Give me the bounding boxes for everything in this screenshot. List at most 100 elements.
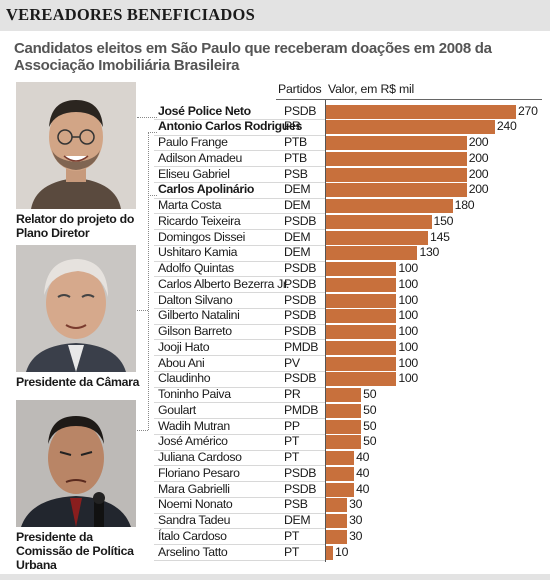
donation-bar — [326, 419, 362, 434]
row-separator — [154, 544, 326, 545]
bar-value-label: 200 — [468, 150, 489, 165]
party-label: PSDB — [284, 308, 317, 323]
party-label: PT — [284, 528, 300, 543]
councillor-name: Gilson Barreto — [158, 324, 232, 338]
bar-value-label: 150 — [433, 213, 454, 228]
connector-camara — [137, 310, 148, 311]
row-separator — [154, 118, 326, 120]
bar-value-label: 100 — [398, 324, 418, 338]
councillor-name: Adilson Amadeu — [158, 150, 242, 165]
donation-bar — [326, 246, 418, 261]
donation-bar — [326, 104, 516, 119]
councillor-name: Goulart — [158, 402, 196, 417]
row-separator — [154, 276, 326, 278]
party-label: PT — [284, 544, 300, 559]
row-separator — [154, 465, 326, 467]
donation-bar — [326, 372, 397, 387]
councillor-name: Abou Ani — [158, 355, 205, 370]
bar-value-label: 50 — [363, 434, 377, 449]
party-label: PMDB — [284, 402, 319, 417]
bar-value-label: 10 — [335, 544, 349, 559]
party-label: PSDB — [284, 261, 317, 275]
party-label: PT — [284, 450, 300, 464]
councillor-name: Ushitaro Kamia — [158, 245, 238, 260]
party-label: PP — [284, 418, 300, 433]
party-label: PSB — [284, 497, 308, 512]
councillor-name: Paulo Frange — [158, 135, 228, 149]
caption-relator: Relator do projeto do Plano Diretor — [16, 212, 135, 240]
councillor-name: Floriano Pesaro — [158, 465, 240, 480]
donation-bar — [326, 183, 467, 198]
donation-bar — [326, 230, 429, 245]
councillor-name: Claudinho — [158, 371, 211, 386]
councillor-name: Jooji Hato — [158, 339, 210, 354]
donation-bar — [326, 325, 397, 339]
donation-bar — [326, 514, 348, 528]
photo-presidente-comissao — [16, 400, 136, 527]
councillor-name: Eliseu Gabriel — [158, 166, 230, 181]
party-label: PV — [284, 355, 300, 370]
party-label: PSDB — [284, 103, 317, 118]
donation-bar — [326, 120, 495, 135]
bar-value-label: 240 — [496, 119, 517, 134]
row-separator — [154, 260, 326, 262]
row-separator — [154, 197, 326, 199]
councillor-name: José Américo — [158, 434, 228, 449]
party-label: DEM — [284, 229, 311, 244]
header-rule — [276, 99, 542, 100]
donation-bar — [326, 545, 334, 560]
row-separator — [154, 181, 326, 183]
row-separator — [154, 528, 326, 530]
councillor-name: Domingos Dissei — [158, 229, 246, 244]
row-separator — [154, 512, 326, 514]
bottom-rule — [0, 574, 550, 580]
councillor-name: Juliana Cardoso — [158, 450, 242, 464]
bar-value-label: 100 — [398, 292, 418, 307]
donation-bar — [326, 498, 348, 513]
councillor-name: Noemi Nonato — [158, 497, 233, 512]
row-separator — [154, 449, 326, 451]
bar-value-label: 100 — [398, 339, 418, 354]
party-label: PSDB — [284, 213, 317, 228]
row-separator — [154, 292, 326, 293]
party-label: DEM — [284, 198, 311, 212]
bar-value-label: 100 — [398, 371, 418, 386]
connector-comissao-top — [148, 195, 157, 196]
councillor-name: Adolfo Quintas — [158, 261, 234, 275]
row-separator — [154, 386, 326, 388]
donation-bar — [326, 277, 397, 292]
party-label: PSDB — [284, 465, 317, 480]
row-separator — [154, 402, 326, 404]
donation-bar — [326, 340, 397, 355]
councillor-name: Sandra Tadeu — [158, 513, 231, 527]
row-separator — [154, 481, 326, 482]
row-separator — [154, 370, 326, 372]
donation-bar — [326, 451, 355, 465]
councillor-name: Wadih Mutran — [158, 418, 230, 433]
donation-bar — [326, 136, 467, 150]
title-band — [0, 0, 550, 31]
councillor-name: Carlos Apolinário — [158, 182, 255, 197]
chart-subtitle: Candidatos eleitos em São Paulo que rece… — [14, 40, 492, 74]
row-separator — [154, 559, 326, 561]
row-separator — [154, 244, 326, 246]
bar-value-label: 200 — [468, 166, 489, 181]
value-axis — [325, 100, 326, 562]
party-label: DEM — [284, 513, 311, 527]
party-label: PMDB — [284, 339, 319, 354]
donation-bar — [326, 388, 362, 402]
councillor-name: Carlos Alberto Bezerra Jr. — [158, 276, 290, 291]
councillor-name: Gilberto Natalini — [158, 308, 240, 323]
donation-bar — [326, 151, 467, 166]
party-label: PSDB — [284, 276, 317, 291]
councillor-name: Marta Costa — [158, 198, 222, 212]
bar-value-label: 100 — [398, 355, 418, 370]
photo-presidente-camara — [16, 245, 136, 372]
party-column-header: Partidos — [278, 82, 322, 96]
bar-value-label: 30 — [349, 528, 363, 543]
donation-bar — [326, 403, 362, 418]
bar-value-label: 30 — [349, 497, 363, 512]
party-label: PTB — [284, 150, 307, 165]
bar-value-label: 130 — [419, 245, 440, 260]
councillor-name: Dalton Silvano — [158, 292, 233, 307]
